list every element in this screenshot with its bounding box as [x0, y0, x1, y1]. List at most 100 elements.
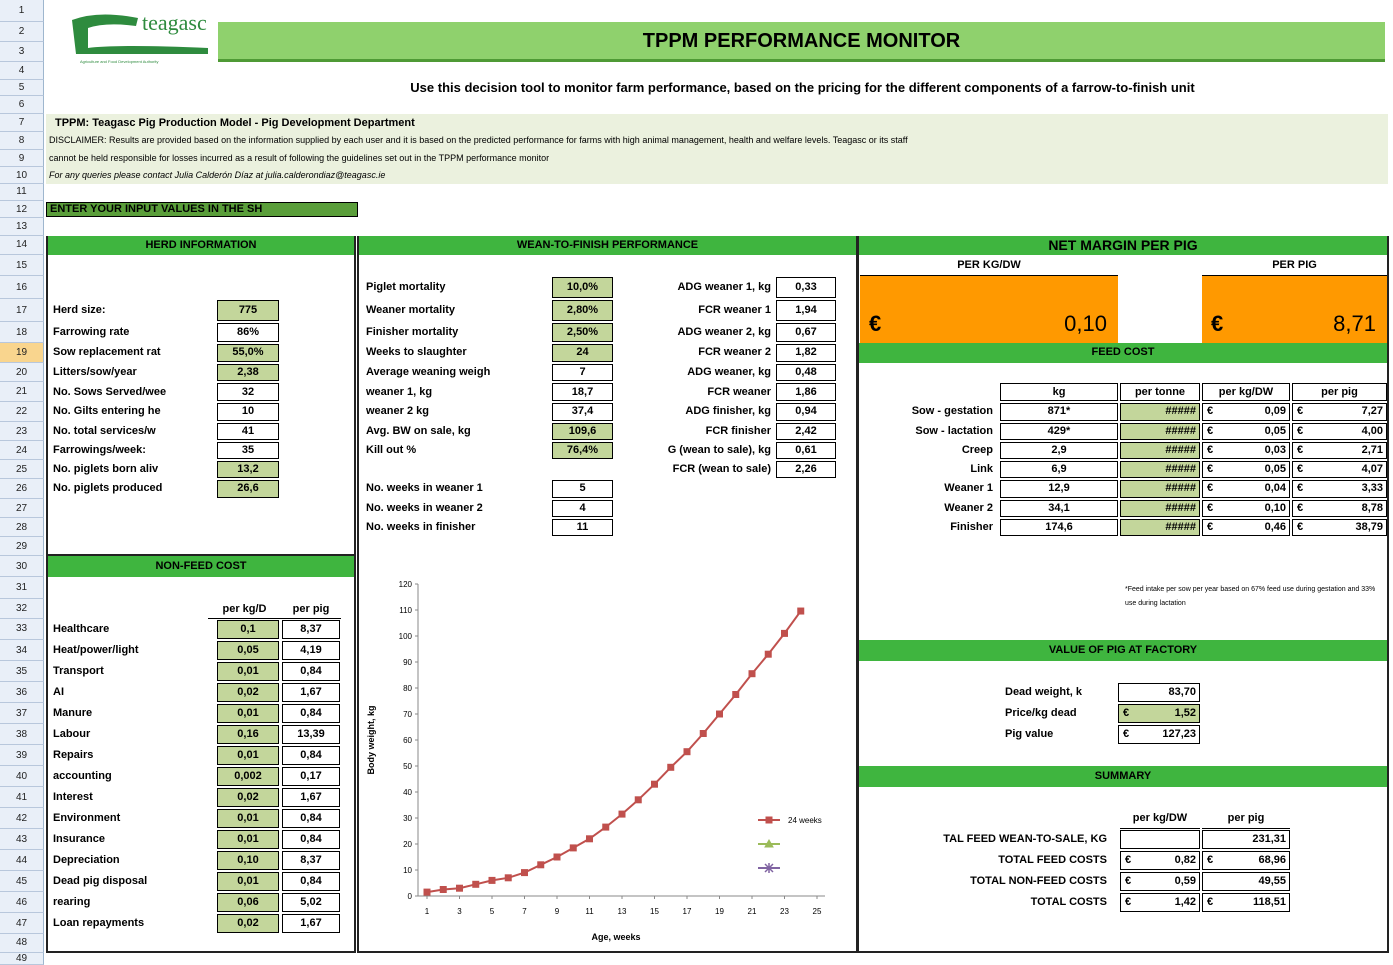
- row-header: 48: [0, 934, 44, 953]
- y-tick-label: 110: [399, 606, 412, 615]
- currency: €: [1123, 727, 1130, 740]
- x-tick-label: 21: [748, 907, 757, 916]
- field-value: 0,67: [776, 322, 836, 342]
- row-header: 11: [0, 184, 44, 201]
- field-value: 2,42: [776, 422, 836, 440]
- logo: teagasc Agriculture and Food Development…: [72, 10, 208, 64]
- row-header: 46: [0, 891, 44, 913]
- margin-header: PER KG/DW: [860, 255, 1118, 276]
- data-point: [423, 888, 431, 896]
- cost-per-pig: 0,84: [282, 871, 340, 891]
- currency: €: [1297, 482, 1304, 494]
- field-value: 1,82: [776, 344, 836, 362]
- data-point: [651, 780, 658, 788]
- row-header: 24: [0, 440, 44, 460]
- cost-label: Environment: [53, 811, 121, 824]
- margin-header: PER PIG: [1202, 255, 1387, 276]
- cost-per-kg: 0,02: [217, 682, 279, 702]
- feed-per-pig: 4,00: [1292, 422, 1387, 440]
- y-tick-label: 30: [403, 814, 412, 823]
- row-header: 29: [0, 536, 44, 556]
- currency: €: [1207, 501, 1214, 514]
- cost-per-pig: 8,37: [282, 850, 340, 870]
- field-label: Weeks to slaughter: [366, 346, 467, 358]
- feed-per-pig: 4,07: [1292, 460, 1387, 478]
- column-header: per kg/DW: [1120, 808, 1200, 829]
- margin-box: [1202, 275, 1387, 343]
- currency: €: [1207, 482, 1214, 494]
- feed-per-pig: 8,78: [1292, 499, 1387, 517]
- y-tick-label: 90: [403, 658, 412, 667]
- cost-per-kg: 0,02: [217, 914, 279, 933]
- pig-value: 127,23: [1118, 724, 1200, 744]
- cost-label: rearing: [53, 895, 91, 908]
- x-tick-label: 13: [618, 907, 627, 916]
- summary-per-kg: 0,82: [1120, 850, 1200, 870]
- feed-per-tonne: #####: [1120, 480, 1200, 498]
- field-label: No. piglets produced: [53, 482, 163, 494]
- field-value: 7: [552, 363, 613, 381]
- field-value: 10,0%: [552, 276, 613, 298]
- cost-label: Interest: [53, 790, 93, 803]
- feed-per-pig: 2,71: [1292, 441, 1387, 459]
- field-label: Weaner mortality: [366, 303, 456, 316]
- data-point: [456, 884, 463, 892]
- instruction: ENTER YOUR INPUT VALUES IN THE SH: [46, 201, 358, 217]
- feed-kg: 6,9: [1000, 460, 1118, 478]
- row-header: 19: [0, 343, 44, 363]
- field-value: 24: [552, 344, 613, 362]
- field-label: No. weeks in finisher: [366, 520, 476, 533]
- note-contact: For any queries please contact Julia Cal…: [49, 170, 386, 180]
- field-value: 4: [552, 499, 613, 517]
- summary-label: TOTAL FEED COSTS: [998, 853, 1107, 866]
- cost-per-kg: 0,16: [217, 724, 279, 744]
- cost-label: Depreciation: [53, 853, 120, 866]
- y-tick-label: 20: [403, 840, 412, 849]
- row-header: 35: [0, 660, 44, 682]
- subtitle: Use this decision tool to monitor farm p…: [410, 79, 1195, 95]
- feed-label: Finisher: [950, 520, 993, 533]
- feed-kg: 429*: [1000, 422, 1118, 440]
- row-header: 9: [0, 149, 44, 167]
- field-value: 35: [217, 441, 279, 459]
- currency: €: [1297, 424, 1304, 437]
- feed-per-tonne: #####: [1120, 499, 1200, 517]
- cost-label: Healthcare: [53, 623, 110, 635]
- data-point: [553, 853, 561, 861]
- row-header: 12: [0, 200, 44, 218]
- row-header: 39: [0, 744, 44, 766]
- feed-label: Weaner 1: [944, 482, 993, 494]
- currency: €: [1207, 462, 1214, 475]
- row-header: 38: [0, 723, 44, 745]
- field-label: FCR weaner: [707, 386, 771, 398]
- cost-per-pig: 0,84: [282, 745, 340, 765]
- field-value: 10: [217, 403, 279, 421]
- margin-box: [860, 275, 1118, 343]
- feed-kg: 871*: [1000, 403, 1118, 421]
- field-value: 2,38: [217, 363, 279, 381]
- feed-per-kg: 0,10: [1202, 499, 1290, 517]
- cost-per-kg: 0,02: [217, 787, 279, 807]
- logo-swoosh: [72, 14, 138, 55]
- cost-label: Loan repayments: [53, 917, 145, 929]
- x-tick-label: 15: [650, 907, 659, 916]
- column-header: per kg/DW: [1202, 383, 1290, 401]
- y-tick-label: 120: [399, 580, 413, 589]
- cost-per-pig: 5,02: [282, 892, 340, 912]
- row-header: 2: [0, 22, 44, 42]
- row-header: 32: [0, 598, 44, 619]
- margin-currency: €: [1211, 311, 1224, 336]
- cost-per-pig: 0,17: [282, 766, 340, 786]
- feed-label: Creep: [961, 443, 993, 456]
- x-tick-label: 7: [522, 907, 527, 916]
- note-model: TPPM: Teagasc Pig Production Model - Pig…: [55, 116, 415, 129]
- feed-per-kg: 0,05: [1202, 422, 1290, 440]
- row-header: 15: [0, 254, 44, 276]
- row-header: 23: [0, 421, 44, 441]
- currency: €: [1207, 405, 1214, 417]
- feed-per-kg: 0,04: [1202, 480, 1290, 498]
- x-tick-label: 17: [683, 907, 692, 916]
- cost-per-kg: 0,05: [217, 640, 279, 660]
- summary-per-pig: 49,55: [1202, 871, 1290, 891]
